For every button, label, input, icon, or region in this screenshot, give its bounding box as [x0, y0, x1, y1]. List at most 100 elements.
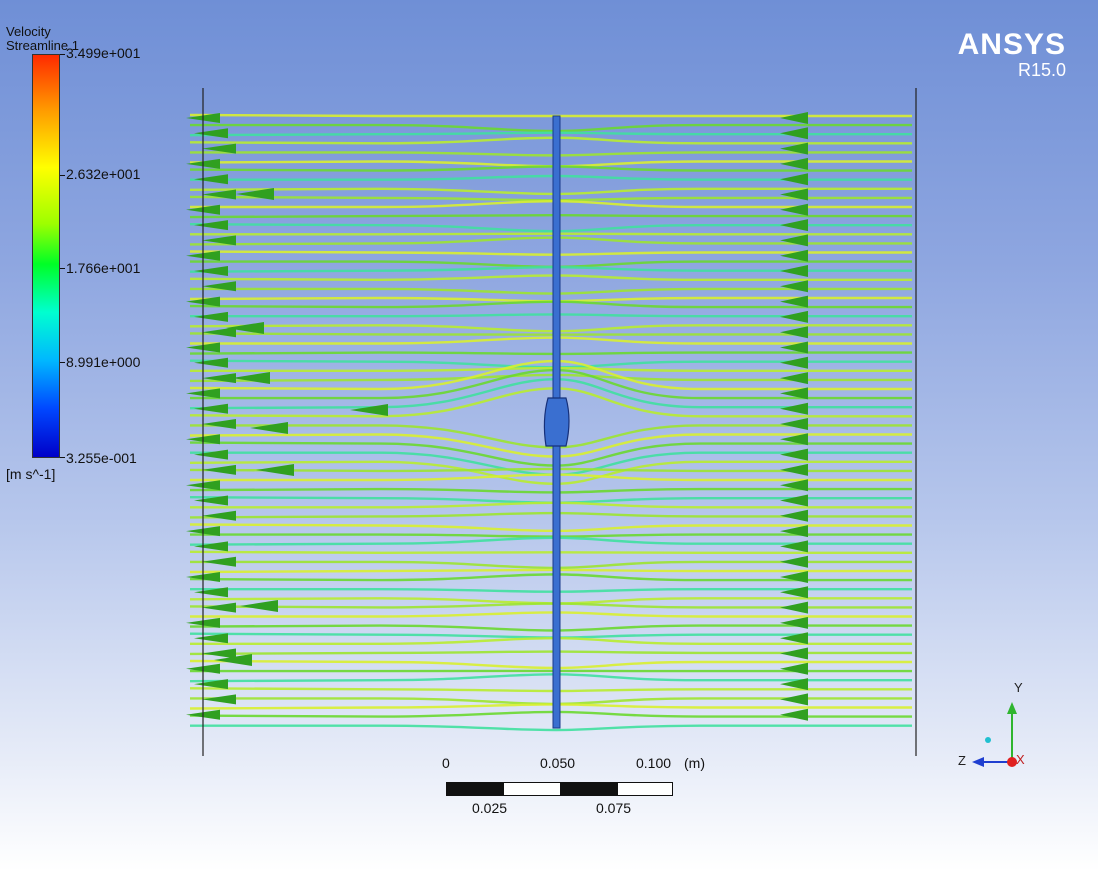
axis-triad[interactable]	[950, 670, 1040, 780]
flow-arrow	[780, 433, 808, 446]
flow-arrow	[194, 587, 228, 598]
flow-arrow	[780, 219, 808, 232]
flow-arrow	[202, 694, 236, 705]
scale-segment	[560, 782, 618, 796]
legend-title: Velocity	[6, 24, 51, 39]
color-bar-tick	[60, 54, 65, 55]
flow-arrow	[780, 418, 808, 430]
flow-arrow	[780, 463, 808, 476]
flow-arrow	[202, 143, 236, 154]
legend-subtitle: Streamline 1	[6, 38, 79, 53]
flow-arrow	[232, 372, 270, 384]
flow-arrow	[256, 464, 294, 476]
flow-arrow	[194, 633, 228, 644]
legend-unit: [m s^-1]	[6, 466, 56, 482]
streamline	[189, 568, 912, 574]
flow-arrow	[202, 648, 236, 659]
flow-arrow	[194, 266, 228, 276]
streamline	[189, 274, 912, 282]
y-axis-arrow	[1007, 702, 1017, 714]
flow-arrow	[780, 234, 808, 247]
brand-version: R15.0	[1017, 60, 1066, 80]
flow-arrow	[780, 341, 808, 354]
z-axis-arrow	[972, 757, 984, 767]
flow-arrow	[202, 556, 236, 567]
flow-arrow	[780, 616, 808, 629]
color-bar-tick	[60, 268, 65, 269]
flow-arrow	[194, 403, 228, 414]
axis-label-z: Z	[958, 753, 966, 768]
color-bar-tick	[60, 175, 65, 176]
flow-arrow	[780, 402, 808, 415]
view-orientation-dot	[985, 737, 991, 743]
flow-arrow	[780, 555, 808, 568]
flow-arrow	[194, 174, 228, 185]
flow-arrow	[194, 220, 228, 231]
flow-arrow	[202, 281, 236, 292]
streamline	[189, 351, 912, 356]
flow-arrow	[202, 235, 236, 246]
flow-arrow	[780, 525, 808, 538]
flow-arrow	[780, 494, 808, 507]
streamline	[189, 703, 912, 710]
flow-arrow	[780, 249, 808, 262]
geometry-group	[202, 88, 917, 756]
flow-arrow	[780, 203, 808, 216]
flow-arrow	[194, 357, 228, 368]
scale-label-100: 0.100	[636, 755, 672, 771]
flow-arrow	[194, 449, 228, 460]
arrows-group	[186, 112, 808, 721]
flow-arrow	[780, 387, 808, 400]
flow-arrow	[780, 509, 808, 522]
flow-arrow	[780, 280, 808, 293]
flow-arrow	[350, 404, 388, 416]
streamline	[190, 232, 912, 236]
streamline	[189, 136, 912, 145]
flow-arrow	[780, 326, 808, 339]
flow-arrow	[202, 419, 236, 429]
color-bar-tick	[60, 362, 65, 363]
scale-unit: (m)	[684, 755, 705, 771]
flow-arrow	[236, 188, 274, 200]
scale-label-075: 0.075	[596, 800, 632, 816]
legend-tick-label: 1.766e+001	[66, 260, 141, 276]
scale-label-0: 0	[442, 755, 450, 771]
legend-tick-label: 8.991e+000	[66, 354, 141, 370]
flow-arrow	[780, 540, 808, 553]
brand-name: ANSYS	[957, 28, 1066, 61]
flow-arrow	[780, 586, 808, 599]
ansys-logo: ANSYS R15.0	[957, 28, 1066, 81]
flow-arrow	[780, 479, 808, 492]
flow-arrow	[780, 112, 808, 124]
flow-arrow	[780, 188, 808, 201]
flow-arrow	[780, 647, 808, 660]
streamline	[190, 473, 912, 482]
streamline	[190, 611, 912, 618]
flow-arrow	[780, 708, 808, 721]
flow-arrow	[780, 157, 808, 170]
flow-arrow	[202, 602, 236, 613]
flow-arrow	[202, 327, 236, 338]
axis-label-x: X	[1016, 752, 1025, 767]
flow-arrow	[202, 464, 236, 475]
flow-arrow	[780, 310, 808, 323]
flow-arrow	[780, 127, 808, 140]
flow-arrow	[194, 495, 228, 506]
flow-arrow	[780, 356, 808, 369]
central-body-bulge	[543, 397, 570, 447]
scale-segment	[503, 782, 561, 796]
flow-arrow	[780, 448, 808, 461]
flow-arrow	[780, 571, 808, 583]
flow-arrow	[780, 295, 808, 308]
x-axis-dot	[1007, 757, 1017, 767]
flow-arrow	[202, 189, 236, 200]
flow-arrow	[780, 678, 808, 691]
streamline	[190, 724, 912, 732]
flow-arrow	[780, 372, 808, 385]
flow-arrow	[194, 679, 228, 690]
color-bar	[32, 54, 60, 458]
flow-arrow	[194, 311, 228, 322]
legend-tick-label: 3.255e-001	[66, 450, 137, 466]
